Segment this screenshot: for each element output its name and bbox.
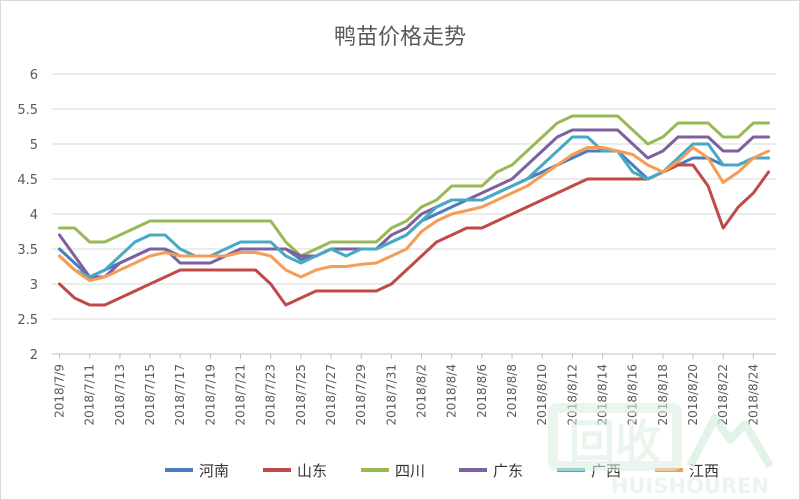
x-tick-label: 2018/8/24 [746, 364, 760, 426]
y-tick-label: 5 [30, 138, 38, 153]
watermark-mountain-icon [686, 414, 774, 469]
legend-label: 四川 [395, 462, 425, 480]
series-lines [58, 114, 770, 307]
y-tick-label: 2 [30, 348, 38, 363]
series-line-广西 [58, 135, 770, 279]
y-tick-label: 3.5 [17, 243, 38, 258]
chart-title: 鸭苗价格走势 [334, 25, 466, 50]
x-tick-label: 2018/7/11 [83, 364, 97, 426]
watermark-main: 回收 [569, 415, 661, 469]
watermark-box [548, 403, 682, 471]
watermark-logo: 回收 HUISHOUREN [548, 403, 774, 498]
series-line-广东 [58, 128, 770, 279]
x-tick-label: 2018/8/22 [716, 364, 730, 426]
x-tick-label: 2018/7/27 [324, 364, 338, 426]
y-tick-label: 4.5 [17, 173, 38, 188]
x-tick-label: 2018/7/17 [173, 364, 187, 426]
x-tick-label: 2018/8/20 [686, 364, 700, 426]
x-tick-label: 2018/8/6 [475, 364, 489, 418]
x-tick-label: 2018/7/13 [113, 364, 127, 426]
x-tick-label: 2018/8/10 [535, 364, 549, 426]
x-tick-label: 2018/7/25 [294, 364, 308, 426]
y-axis-ticks: 2 2.5 3 3.5 4 4.5 5 5.5 6 [17, 68, 38, 363]
grid-lines [52, 73, 776, 355]
y-tick-label: 5.5 [17, 103, 38, 118]
y-tick-label: 4 [30, 208, 38, 223]
legend-label: 河南 [199, 462, 229, 480]
x-tick-label: 2018/7/21 [234, 364, 248, 426]
x-tick-label: 2018/7/9 [53, 364, 67, 418]
watermark-sub: HUISHOUREN [611, 474, 769, 498]
x-tick-label: 2018/8/2 [415, 364, 429, 418]
x-tick-label: 2018/7/19 [203, 364, 217, 426]
series-line-四川 [58, 114, 770, 258]
x-tick-label: 2018/7/29 [354, 364, 368, 426]
x-tick-label: 2018/7/31 [384, 364, 398, 426]
y-tick-label: 3 [30, 278, 38, 293]
y-tick-label: 6 [30, 68, 38, 83]
legend-label: 广东 [493, 462, 523, 480]
x-tick-label: 2018/7/15 [143, 364, 157, 426]
legend-label: 山东 [297, 462, 327, 480]
series-line-江西 [58, 146, 770, 282]
x-tick-label: 2018/8/8 [505, 364, 519, 418]
legend-label: 江西 [689, 462, 719, 480]
y-tick-label: 2.5 [17, 313, 38, 328]
x-tick-label: 2018/8/4 [445, 364, 459, 418]
x-tick-label: 2018/7/23 [264, 364, 278, 426]
